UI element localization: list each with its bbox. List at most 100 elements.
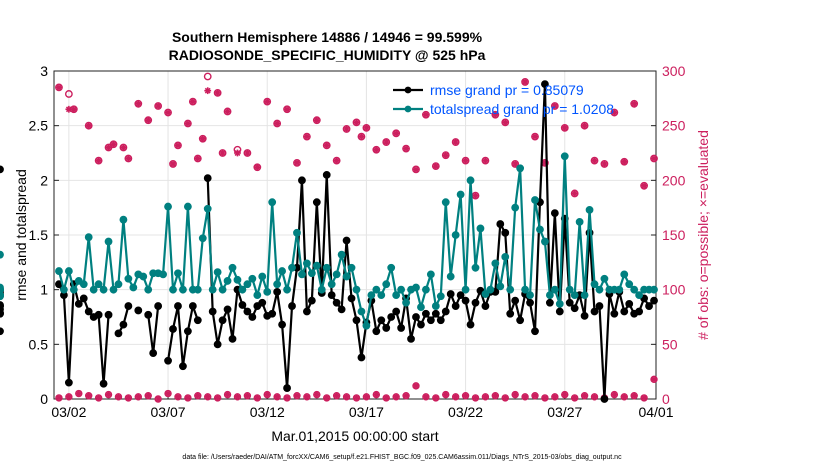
rmse-point [332,298,341,307]
totalspread-point [179,285,187,294]
rmse-point [337,305,346,314]
totalspread-point [243,280,252,289]
low-obs-evaluated-point [392,393,400,401]
low-obs-evaluated-point [640,394,648,402]
low-obs-evaluated-point [521,393,529,401]
rmse-point [223,305,232,314]
totalspread-point [248,274,257,283]
totalspread-point [129,283,138,292]
y2-tick-label: 200 [662,172,686,188]
totalspread-point [362,321,371,330]
rmse-point [451,302,460,310]
obs-evaluated-point [472,192,479,200]
totalspread-point [293,228,301,237]
rmse-point [248,313,257,321]
totalspread-point [283,285,291,294]
totalspread-point [511,203,520,212]
low-obs-evaluated-point [630,392,638,400]
rmse-point [526,298,534,307]
totalspread-point [536,225,544,234]
rmse-point [218,316,227,325]
chart-title: Southern Hemisphere 14886 / 14946 = 99.5… [172,29,483,45]
rmse-point [555,307,564,316]
x-tick-label: 03/02 [51,404,86,420]
obs-evaluated-point [174,141,182,149]
totalspread-point [327,280,336,289]
rmse-point [0,309,4,318]
totalspread-point [233,275,242,284]
totalspread-point [496,282,505,291]
totalspread-point [213,268,222,277]
totalspread-point [501,252,510,261]
totalspread-point [79,280,88,289]
low-obs-evaluated-point [154,395,162,403]
rmse-point [228,334,237,343]
totalspread-point [164,202,172,211]
rmse-point [436,316,445,325]
rmse-point [149,349,158,357]
rmse-point [273,287,282,296]
totalspread-point [367,291,376,300]
rmse-point [377,316,386,325]
low-obs-evaluated-point [432,394,440,402]
rmse-point [357,353,366,362]
legend-marker [404,105,412,113]
totalspread-point [159,270,167,279]
totalspread-point [0,250,4,259]
totalspread-point [456,190,465,199]
low-obs-evaluated-point [402,392,410,400]
rmse-point [213,340,222,349]
low-obs-evaluated-point [283,394,291,402]
x-tick-label: 04/01 [638,404,673,420]
obs-evaluated-point [531,133,539,140]
rmse-point [501,228,510,237]
totalspread-point [397,285,406,294]
y2-tick-label: 300 [662,63,686,79]
obs-evaluated-point [204,87,212,95]
totalspread-point [144,285,153,294]
totalspread-point [387,263,396,272]
totalspread-point [422,285,430,294]
rmse-point [610,309,619,318]
low-obs-evaluated-point [372,391,380,399]
obs-evaluated-point [382,138,390,146]
rmse-point [471,298,480,307]
totalspread-point [377,291,386,300]
totalspread-point [198,234,207,243]
totalspread-point [526,291,534,300]
x-tick-label: 03/07 [151,404,186,420]
totalspread-point [317,285,326,294]
low-obs-evaluated-point [422,393,430,401]
totalspread-point [203,204,212,213]
totalspread-point [114,280,123,289]
y-tick-label: 2 [40,172,48,188]
obs-evaluated-point [591,157,598,165]
low-obs-evaluated-point [214,394,222,402]
obs-possible-point [64,90,73,98]
low-obs-evaluated-point [75,390,83,397]
low-obs-evaluated-point [491,392,499,400]
rmse-point [119,320,128,329]
rmse-point [298,176,306,185]
rmse-point [183,327,192,336]
obs-evaluated-point [95,157,103,165]
low-obs-evaluated-point [333,392,341,400]
obs-evaluated-point [640,182,648,190]
totalspread-point [322,263,331,272]
rmse-point [268,309,277,318]
x-axis-label: Mar.01,2015 00:00:00 start [271,428,438,444]
totalspread-point [124,274,133,283]
rmse-point [441,307,450,316]
totalspread-point [412,283,420,292]
obs-evaluated-point [234,149,241,157]
low-obs-evaluated-point [541,394,549,402]
rmse-point [461,296,470,305]
low-obs-evaluated-point [650,375,658,383]
totalspread-point [109,285,118,294]
obs-evaluated-point [610,109,618,116]
totalspread-point [347,263,356,272]
rmse-point [347,294,356,303]
totalspread-point [481,290,490,298]
obs-evaluated-point [134,100,142,108]
totalspread-point [575,217,584,226]
